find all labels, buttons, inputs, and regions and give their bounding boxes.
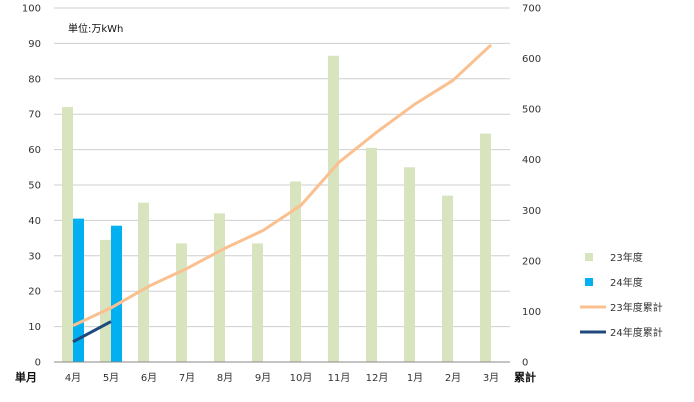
right-tick-label: 400	[522, 155, 541, 166]
category-label: 8月	[217, 372, 233, 384]
bar-23年度	[214, 213, 225, 362]
legend-swatch	[585, 253, 593, 261]
right-axis-ticks: 0 100 200 300 400 500 600 700	[522, 4, 541, 369]
legend-label: 24年度	[610, 276, 643, 289]
bar-23年度	[290, 181, 301, 362]
left-tick-label: 50	[28, 181, 41, 192]
bar-23年度	[480, 133, 491, 362]
right-tick-label: 300	[522, 206, 541, 217]
bar-23年度	[62, 107, 73, 363]
bar-23年度	[442, 195, 453, 362]
left-tick-label: 0	[35, 358, 41, 369]
category-label: 12月	[366, 372, 389, 384]
left-tick-label: 20	[28, 287, 41, 298]
line-24年度累計	[72, 320, 112, 344]
line-23年度累計	[72, 43, 493, 327]
bar-23年度	[404, 167, 415, 362]
category-label: 5月	[103, 372, 119, 384]
right-tick-label: 100	[522, 307, 541, 318]
right-tick-label: 0	[522, 358, 528, 369]
bar-23年度	[176, 243, 187, 362]
legend-label: 24年度累計	[610, 326, 663, 339]
legend-label: 23年度累計	[610, 301, 663, 314]
legend: 23年度 24年度 23年度累計 24年度累計	[580, 251, 663, 339]
bar-24年度	[111, 225, 122, 362]
left-tick-label: 70	[28, 110, 41, 121]
x-axis-left-label: 単月	[15, 370, 37, 384]
right-tick-label: 500	[522, 105, 541, 116]
gridlines	[54, 7, 510, 328]
bar-23年度	[100, 239, 111, 362]
category-label: 7月	[179, 372, 195, 384]
lines	[72, 43, 493, 344]
right-tick-label: 200	[522, 256, 541, 267]
category-label: 6月	[141, 372, 157, 384]
left-axis-ticks: 0 10 20 30 40 50 60 70 80 90 100	[22, 4, 41, 369]
left-tick-label: 80	[28, 74, 41, 85]
category-label: 10月	[290, 372, 313, 384]
right-tick-label: 600	[522, 54, 541, 65]
category-label: 2月	[445, 372, 461, 384]
category-label: 4月	[65, 372, 81, 384]
category-label: 1月	[407, 372, 423, 384]
left-tick-label: 100	[22, 4, 41, 15]
left-tick-label: 60	[28, 145, 41, 156]
category-labels: 4月 5月 6月 7月 8月 9月 10月 11月 12月 1月 2月 3月	[65, 372, 499, 384]
legend-swatch	[585, 278, 593, 286]
bar-23年度	[328, 55, 339, 362]
right-axis-label: 累計	[514, 370, 536, 384]
category-label: 11月	[328, 372, 351, 384]
left-tick-label: 40	[28, 216, 41, 227]
category-label: 9月	[255, 372, 271, 384]
left-tick-label: 90	[28, 39, 41, 50]
right-tick-label: 700	[522, 4, 541, 15]
bars	[62, 55, 491, 363]
legend-label: 23年度	[610, 251, 643, 264]
bar-24年度	[73, 218, 84, 362]
unit-note: 単位:万kWh	[68, 22, 123, 35]
bar-23年度	[366, 147, 377, 362]
left-tick-label: 30	[28, 251, 41, 262]
bar-23年度	[252, 243, 263, 362]
category-label: 3月	[483, 372, 499, 384]
left-tick-label: 10	[28, 322, 41, 333]
bar-23年度	[138, 202, 149, 362]
